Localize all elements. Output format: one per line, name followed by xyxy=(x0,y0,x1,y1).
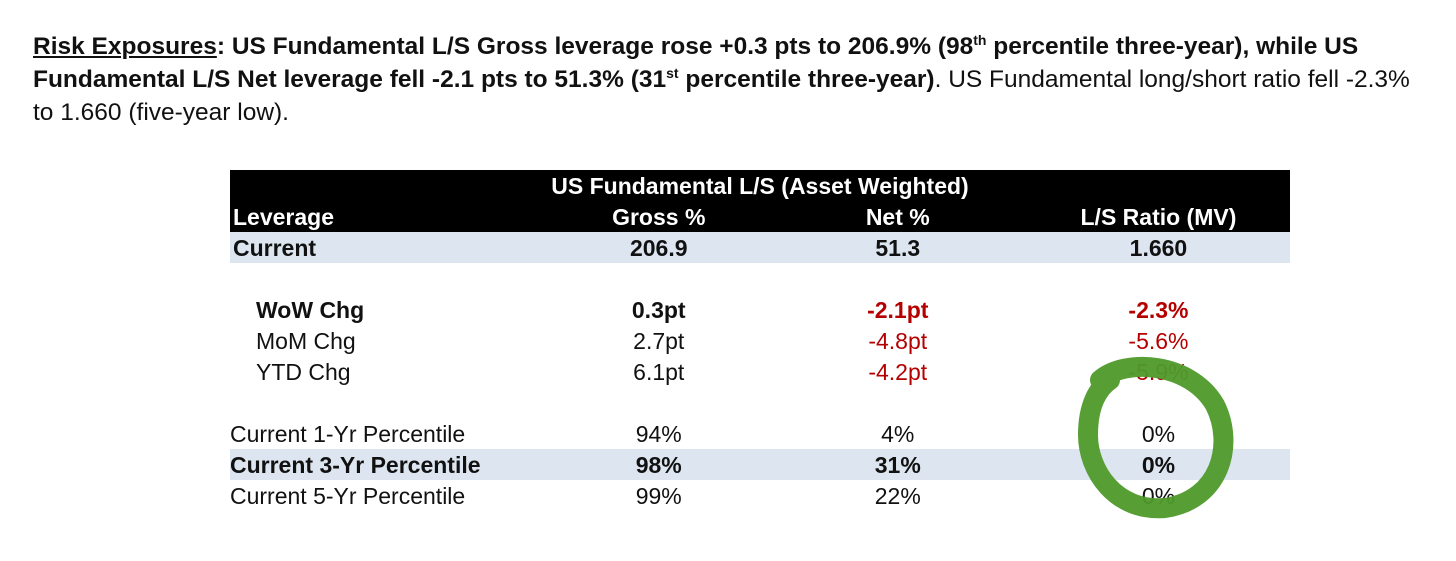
ytd-gross: 6.1pt xyxy=(633,358,685,385)
pct-3yr-ls-ratio: 0% xyxy=(1026,449,1290,480)
header-gross: Gross % xyxy=(548,201,769,232)
mom-net: -4.8pt xyxy=(868,327,928,354)
ls-ratio-text: . US Fundamental long/short ratio fell -… xyxy=(33,66,1410,126)
pct-1yr-label: Current 1-Yr Percentile xyxy=(230,420,466,447)
mom-label: MoM Chg xyxy=(256,327,356,354)
mom-ls-ratio: -5.6% xyxy=(1128,327,1189,354)
net-leverage-text: percentile three-year), while US Fundame… xyxy=(33,33,1359,93)
current-ls-ratio: 1.660 xyxy=(1026,232,1290,263)
ordinal-suffix-st: st xyxy=(666,64,679,81)
ytd-label: YTD Chg xyxy=(256,358,351,385)
table-row-wow: WoW Chg 0.3pt -2.1pt -2.3% xyxy=(230,294,1290,325)
wow-gross: 0.3pt xyxy=(631,296,686,323)
table-title-row: US Fundamental L/S (Asset Weighted) xyxy=(230,170,1290,201)
wow-label: WoW Chg xyxy=(256,296,365,323)
net-leverage-text-end: percentile three-year) xyxy=(678,66,935,93)
table-row-current: Current 206.9 51.3 1.660 xyxy=(230,232,1290,263)
gross-leverage-text: US Fundamental L/S Gross leverage rose +… xyxy=(225,33,974,60)
current-net: 51.3 xyxy=(768,232,1027,263)
wow-net: -2.1pt xyxy=(867,296,929,323)
label-colon: : xyxy=(216,33,226,60)
risk-exposures-label: Risk Exposures xyxy=(33,33,217,60)
header-ls-ratio: L/S Ratio (MV) xyxy=(1026,201,1290,232)
table-title: US Fundamental L/S (Asset Weighted) xyxy=(230,170,1290,201)
pct-5yr-net: 22% xyxy=(874,482,921,509)
pct-3yr-gross: 98% xyxy=(548,449,769,480)
table-header-row: Leverage Gross % Net % L/S Ratio (MV) xyxy=(230,201,1290,232)
ytd-net: -4.2pt xyxy=(868,358,928,385)
pct-1yr-gross: 94% xyxy=(635,420,682,447)
table-row-1yr-percentile: Current 1-Yr Percentile 94% 4% 0% xyxy=(230,418,1290,449)
table-row-mom: MoM Chg 2.7pt -4.8pt -5.6% xyxy=(230,325,1290,356)
wow-ls-ratio: -2.3% xyxy=(1128,296,1189,323)
ordinal-suffix-th: th xyxy=(973,31,987,48)
header-net: Net % xyxy=(768,201,1027,232)
pct-3yr-net: 31% xyxy=(768,449,1027,480)
leverage-table: US Fundamental L/S (Asset Weighted) Leve… xyxy=(230,170,1290,511)
pct-1yr-net: 4% xyxy=(881,420,915,447)
header-leverage: Leverage xyxy=(230,201,549,232)
table-row-3yr-percentile: Current 3-Yr Percentile 98% 31% 0% xyxy=(230,449,1290,480)
spacer-row xyxy=(230,263,1290,294)
current-label: Current xyxy=(230,232,549,263)
pct-5yr-label: Current 5-Yr Percentile xyxy=(230,482,466,509)
pct-3yr-label: Current 3-Yr Percentile xyxy=(230,449,549,480)
pct-1yr-ls-ratio: 0% xyxy=(1141,420,1176,447)
mom-gross: 2.7pt xyxy=(633,327,685,354)
green-hand-drawn-circle-annotation xyxy=(1078,356,1234,519)
pct-5yr-gross: 99% xyxy=(635,482,682,509)
current-gross: 206.9 xyxy=(548,232,769,263)
risk-exposures-paragraph: Risk Exposures: US Fundamental L/S Gross… xyxy=(33,30,1433,129)
